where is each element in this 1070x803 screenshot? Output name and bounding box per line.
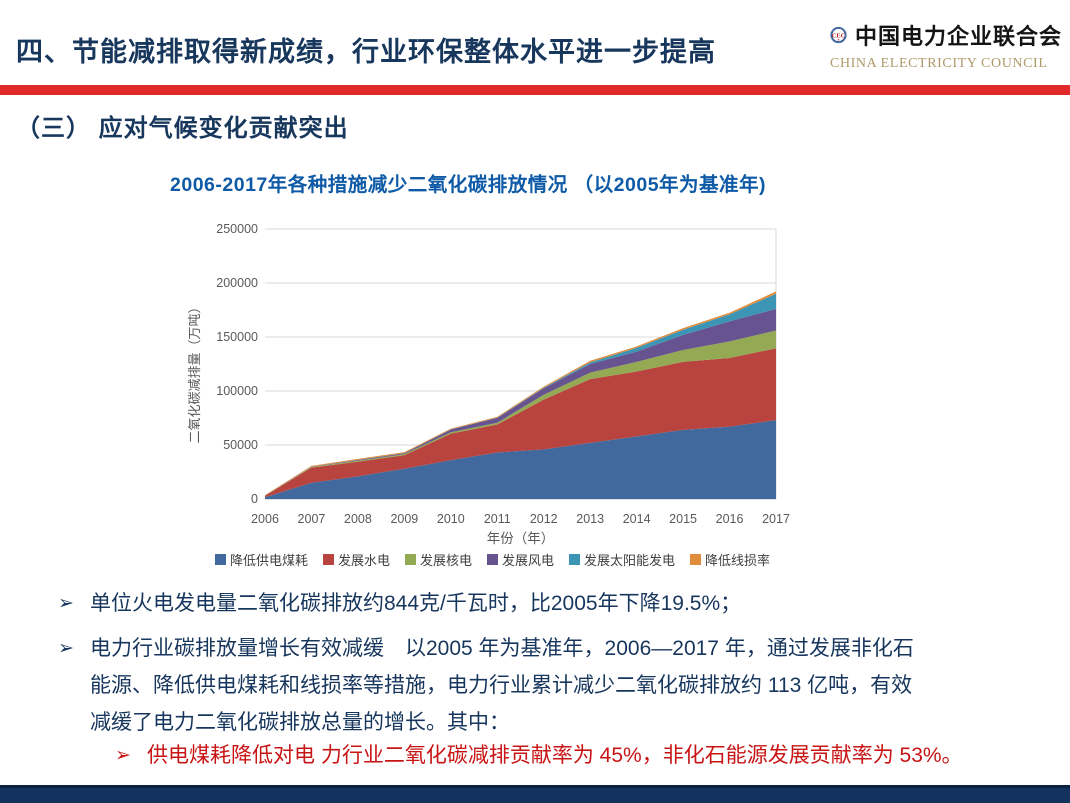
legend-item-发展水电: 发展水电 [322,550,390,569]
area-series-3-发展风电 [265,308,776,496]
bullet-arrow-icon: ➢ [58,593,74,614]
x-tick-label: 2015 [669,512,697,526]
legend-label: 发展水电 [337,553,390,568]
x-axis-title: 年份（年） [487,531,555,546]
legend-item-降低供电煤耗: 降低供电煤耗 [214,550,308,569]
y-tick-label: 50000 [223,438,258,452]
svg-text:CEC: CEC [832,32,846,39]
x-tick-label: 2014 [623,512,651,526]
area-series-0-降低供电煤耗 [265,420,776,499]
legend-swatch-icon [322,554,334,565]
x-tick-label: 2010 [437,512,465,526]
legend-swatch-icon [404,554,416,565]
area-series-1-发展水电 [265,348,776,498]
bullet-carbon-growth-slowed: ➢ 电力行业碳排放量增长有效减缓 以2005 年为基准年，2006—2017 年… [58,630,1058,741]
x-tick-label: 2016 [716,512,744,526]
x-tick-label: 2017 [762,512,790,526]
y-tick-label: 0 [251,492,258,506]
y-tick-label: 150000 [216,330,258,344]
legend-label: 发展太阳能发电 [584,553,676,568]
bullet-text: 供电煤耗降低对电 力行业二氧化碳减排贡献率为 45%，非化石能源发展贡献率为 5… [147,744,963,767]
legend-label: 发展核电 [419,553,472,568]
footer-bar [0,785,1070,803]
y-tick-label: 200000 [216,276,258,290]
legend-swatch-icon [487,554,498,565]
legend-item-降低线损率: 降低线损率 [690,550,770,569]
stacked-area-plot: 0 50000 100000 150000 200000 250000 2006 2007 20… [187,222,790,546]
legend-item-发展太阳能发电: 发展太阳能发电 [569,550,675,569]
y-axis-title: 二氧化碳减排量（万吨） [187,300,202,443]
y-tick-label: 100000 [216,384,258,398]
bullet-line: 减缓了电力二氧化碳排放总量的增长。其中： [90,711,510,734]
x-tick-label: 2009 [390,512,418,526]
chart-title: 2006-2017年各种措施减少二氧化碳排放情况 （以2005年为基准年) [170,174,767,196]
sub-bullet-contribution-rates: ➢ 供电煤耗降低对电 力行业二氧化碳减排贡献率为 45%，非化石能源发展贡献率为… [115,737,1065,774]
x-tick-label: 2011 [484,512,511,526]
area-series-4-发展太阳能发电 [265,293,776,496]
legend-label: 降低供电煤耗 [229,553,308,568]
x-tick-label: 2008 [344,512,372,526]
bullet-text: 电力行业碳排放量增长有效减缓 以2005 年为基准年，2006—2017 年，通… [90,630,914,741]
bullet-arrow-icon: ➢ [115,745,131,766]
header-divider [0,85,1070,95]
area-series-2-发展核电 [265,330,776,496]
page-title: 四、节能减排取得新成绩，行业环保整体水平进一步提高 [16,37,716,67]
legend-item-发展核电: 发展核电 [404,550,472,569]
x-tick-label: 2007 [298,512,326,526]
bullet-line: 能源、降低供电煤耗和线损率等措施，电力行业累计减少二氧化碳排放约 113 亿吨，… [90,674,913,697]
y-tick-label: 250000 [216,222,258,236]
x-tick-label: 2012 [530,512,558,526]
bullet-line: 电力行业碳排放量增长有效减缓 以2005 年为基准年，2006—2017 年，通… [90,637,914,660]
area-series-5-降低线损率 [265,291,776,496]
bullet-co2-per-kwh: ➢ 单位火电发电量二氧化碳排放约844克/千瓦时，比2005年下降19.5%； [58,585,1048,622]
org-name-cn: 中国电力企业联合会 [854,24,1062,49]
legend-label: 降低线损率 [705,553,771,568]
x-tick-label: 2013 [576,512,604,526]
x-tick-label: 2006 [251,512,279,526]
legend-swatch-icon [214,554,226,565]
bullet-arrow-icon: ➢ [58,638,74,659]
chart-legend: 降低供电煤耗 发展水电 发展核电 发展风电 发展太阳能发电 降低线损率 [185,550,800,569]
bullet-text: 单位火电发电量二氧化碳排放约844克/千瓦时，比2005年下降19.5%； [90,592,742,615]
legend-swatch-icon [569,554,581,565]
legend-label: 发展风电 [502,553,555,568]
co2-reduction-chart: 0 50000 100000 150000 200000 250000 2006 2007 20… [185,212,800,572]
section-heading: （三） 应对气候变化贡献突出 [16,115,349,142]
org-name-en: CHINA ELECTRICITY COUNCIL [830,56,1048,71]
cec-logo-emblem-icon: CEC [830,26,847,44]
legend-swatch-icon [690,554,702,565]
legend-item-发展风电: 发展风电 [487,550,554,569]
cec-logo: CEC 中国电力企业联合会 CHINA ELECTRICITY COUNCIL [830,16,1062,72]
